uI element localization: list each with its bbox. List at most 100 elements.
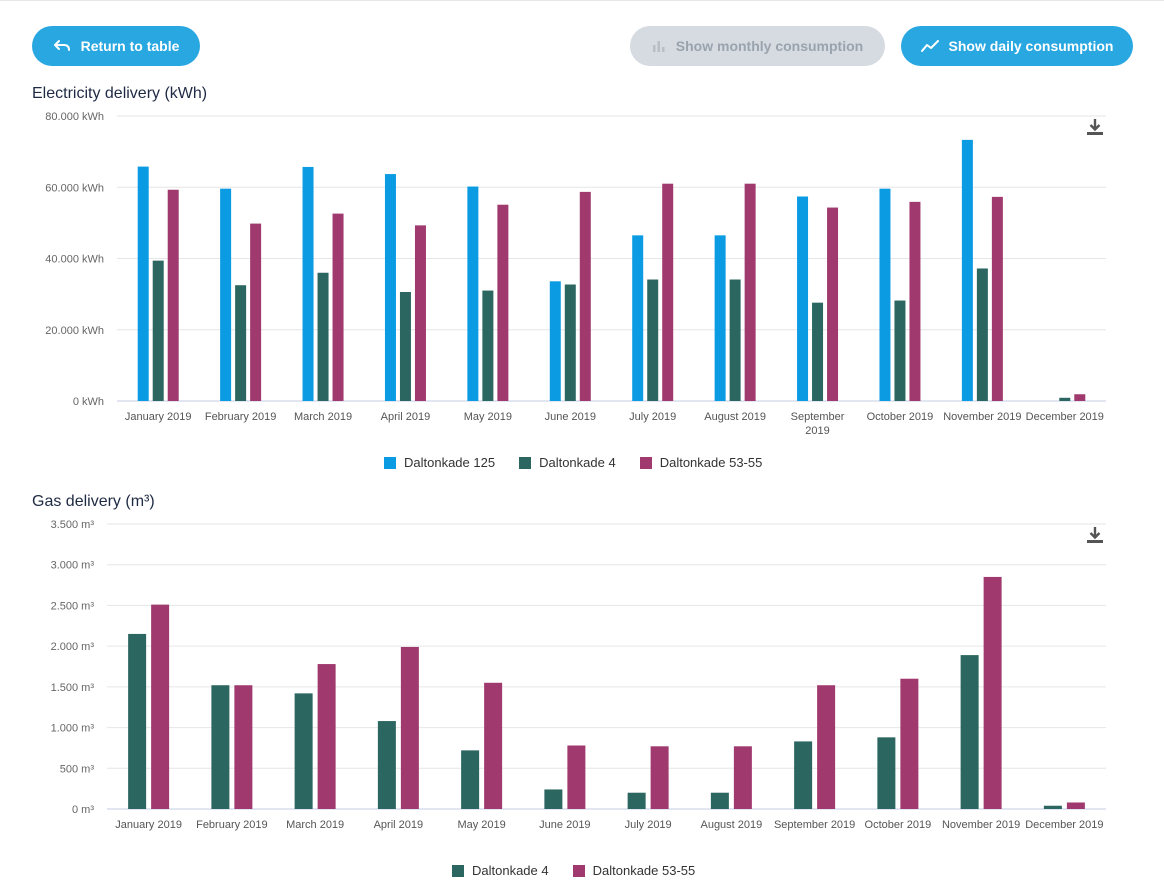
x-tick-label: May 2019 <box>464 411 512 423</box>
electricity-legend: Daltonkade 125 Daltonkade 4 Daltonkade 53-… <box>384 455 786 470</box>
y-tick-label: 2.000 m³ <box>51 641 95 653</box>
legend-label: Daltonkade 53-55 <box>592 863 696 878</box>
y-tick-label: 3.500 m³ <box>51 519 95 531</box>
bar[interactable] <box>1059 397 1071 401</box>
bar[interactable] <box>235 285 247 401</box>
bar[interactable] <box>983 576 1002 809</box>
bar[interactable] <box>900 678 919 809</box>
x-tick-label: July 2019 <box>629 411 676 423</box>
bar[interactable] <box>137 166 149 401</box>
bar[interactable] <box>484 682 503 809</box>
bar[interactable] <box>579 191 591 401</box>
x-tick-label: November 2019 <box>943 411 1021 423</box>
bar[interactable] <box>894 300 906 401</box>
bar[interactable] <box>662 183 674 401</box>
show-daily-consumption-button[interactable]: Show daily consumption <box>901 26 1133 66</box>
bar[interactable] <box>794 741 813 809</box>
bar[interactable] <box>414 225 426 401</box>
bar[interactable] <box>151 604 170 809</box>
x-tick-label: October 2019 <box>867 411 934 423</box>
legend-label: Daltonkade 125 <box>404 455 496 470</box>
y-tick-label: 40.000 kWh <box>45 254 104 266</box>
bar[interactable] <box>650 746 669 809</box>
bar[interactable] <box>797 196 809 401</box>
legend-item[interactable]: Daltonkade 4 <box>452 863 549 878</box>
bar[interactable] <box>714 235 726 401</box>
bar[interactable] <box>332 213 344 401</box>
bar[interactable] <box>399 291 411 401</box>
bar[interactable] <box>1066 802 1085 809</box>
electricity-chart: 0 kWh 20.000 kWh 40.000 kWh 60.000 kWh 80.00… <box>45 111 1106 437</box>
x-tick-label: December 2019 <box>1026 411 1104 423</box>
bar[interactable] <box>991 196 1003 401</box>
bar[interactable] <box>1043 805 1062 809</box>
bar[interactable] <box>627 792 646 809</box>
download-icon[interactable] <box>1086 118 1104 141</box>
return-to-table-label: Return to table <box>80 38 180 54</box>
bar[interactable] <box>211 685 230 809</box>
bar[interactable] <box>733 746 752 809</box>
bar[interactable] <box>647 279 659 401</box>
x-tick-label: September <box>791 411 845 423</box>
bar[interactable] <box>960 655 979 809</box>
bar[interactable] <box>377 721 396 809</box>
undo-arrow-icon <box>53 40 70 51</box>
bar[interactable] <box>294 693 313 809</box>
bar[interactable] <box>317 664 336 809</box>
bar[interactable] <box>879 188 891 401</box>
show-daily-consumption-label: Show daily consumption <box>948 38 1114 54</box>
legend-label: Daltonkade 4 <box>539 455 616 470</box>
bar[interactable] <box>400 646 419 809</box>
bar[interactable] <box>549 281 561 401</box>
bar[interactable] <box>482 290 494 401</box>
legend-item[interactable]: Daltonkade 53-55 <box>639 455 762 470</box>
bar[interactable] <box>128 633 147 809</box>
bar[interactable] <box>384 174 396 401</box>
bar[interactable] <box>250 223 262 401</box>
x-tick-label: April 2019 <box>374 819 424 831</box>
bar[interactable] <box>729 279 741 401</box>
legend-label: Daltonkade 4 <box>472 863 549 878</box>
bar[interactable] <box>812 302 824 401</box>
y-tick-label: 80.000 kWh <box>45 111 104 123</box>
bar[interactable] <box>302 166 314 401</box>
bar[interactable] <box>467 186 479 401</box>
return-to-table-button[interactable]: Return to table <box>32 26 200 66</box>
bar[interactable] <box>976 268 988 401</box>
show-monthly-consumption-button[interactable]: Show monthly consumption <box>630 26 885 66</box>
bar[interactable] <box>152 260 164 401</box>
bar[interactable] <box>817 685 836 809</box>
legend-item[interactable]: Daltonkade 125 <box>384 455 495 470</box>
y-tick-label: 1.000 m³ <box>51 723 95 735</box>
bar[interactable] <box>461 750 480 809</box>
bar[interactable] <box>567 745 586 809</box>
y-tick-label: 1.500 m³ <box>51 682 95 694</box>
bar[interactable] <box>744 183 756 401</box>
bar[interactable] <box>317 272 329 401</box>
bar[interactable] <box>234 685 253 809</box>
x-tick-label: September 2019 <box>774 819 855 831</box>
bar[interactable] <box>632 235 644 401</box>
legend-swatch <box>384 456 396 469</box>
x-tick-label: November 2019 <box>942 819 1020 831</box>
bar[interactable] <box>909 201 921 401</box>
bar[interactable] <box>961 139 973 401</box>
legend-item[interactable]: Daltonkade 53-55 <box>572 863 696 878</box>
bar[interactable] <box>564 284 576 401</box>
bar[interactable] <box>544 789 563 809</box>
bar[interactable] <box>167 189 179 401</box>
bar[interactable] <box>220 188 232 401</box>
bar[interactable] <box>1074 394 1086 401</box>
x-tick-label: June 2019 <box>545 411 596 423</box>
legend-swatch <box>452 864 464 877</box>
bar[interactable] <box>827 207 839 401</box>
legend-item[interactable]: Daltonkade 4 <box>519 455 616 470</box>
legend-swatch <box>572 864 585 877</box>
bar[interactable] <box>497 204 509 401</box>
y-tick-label: 60.000 kWh <box>45 182 104 194</box>
bar[interactable] <box>877 737 896 809</box>
bar[interactable] <box>710 792 729 809</box>
x-tick-label: March 2019 <box>294 411 352 423</box>
download-icon[interactable] <box>1086 526 1104 549</box>
x-tick-label: February 2019 <box>196 819 268 831</box>
